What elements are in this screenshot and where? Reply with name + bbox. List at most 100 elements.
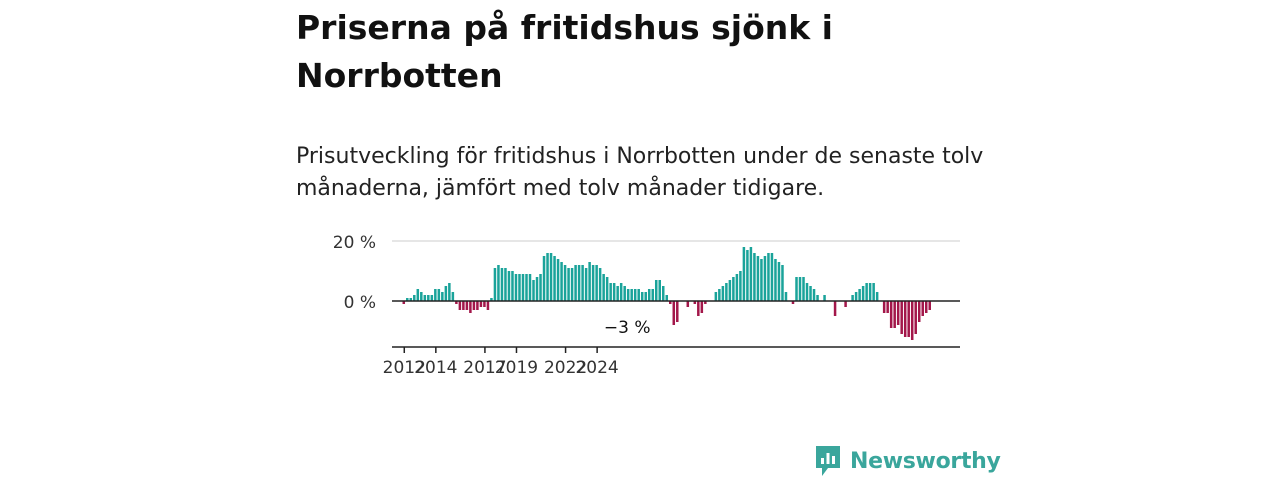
bar	[714, 292, 718, 301]
newsworthy-logo-icon	[816, 446, 840, 476]
bar	[721, 286, 725, 301]
bar	[542, 256, 546, 301]
bar	[616, 286, 619, 301]
x-tick-label: 2022	[544, 358, 587, 378]
newsworthy-logo: Newsworthy	[814, 444, 1001, 478]
bar	[665, 295, 669, 301]
bar	[865, 283, 868, 301]
bar	[809, 286, 812, 301]
bar	[903, 301, 907, 337]
bar	[760, 259, 763, 301]
bar	[753, 253, 756, 301]
bar	[795, 277, 798, 301]
bar	[637, 289, 640, 301]
bar	[662, 286, 665, 301]
bar	[728, 280, 732, 301]
bar	[896, 301, 900, 325]
bar	[486, 301, 490, 310]
bar	[742, 247, 746, 301]
bar	[556, 259, 560, 301]
bar	[823, 295, 826, 301]
bar	[500, 268, 504, 301]
chart-subtitle: Prisutveckling för fritidshus i Norrbott…	[296, 144, 984, 201]
x-tick-label: 2019	[495, 358, 538, 378]
bar	[511, 271, 514, 301]
bar	[476, 301, 479, 310]
x-tick-label: 2012	[383, 358, 426, 378]
bar	[921, 301, 924, 316]
bar	[697, 301, 700, 316]
bar	[732, 277, 735, 301]
bar	[893, 301, 896, 328]
bar	[560, 262, 563, 301]
x-tick-label: 2017	[463, 358, 506, 378]
bar	[525, 274, 528, 301]
bar	[626, 289, 630, 301]
bar	[413, 295, 416, 301]
bar	[851, 295, 854, 301]
bar	[791, 301, 795, 304]
bar	[406, 298, 409, 301]
bar	[609, 283, 612, 301]
bar	[756, 256, 760, 301]
bar	[704, 301, 707, 304]
bar	[528, 274, 532, 301]
bar	[693, 301, 697, 304]
bar	[623, 286, 626, 301]
bar	[749, 247, 753, 301]
bar	[535, 277, 539, 301]
bar	[518, 274, 521, 301]
bar	[910, 301, 914, 340]
bar	[644, 292, 647, 301]
bar	[633, 289, 637, 301]
bar	[882, 301, 886, 313]
bar	[886, 301, 889, 313]
bar	[588, 262, 591, 301]
bar	[872, 283, 875, 301]
bar	[462, 301, 465, 310]
bar	[507, 271, 511, 301]
chart-title: Priserna på fritidshus sjönk i Norrbotte…	[296, 8, 833, 95]
bar	[605, 277, 609, 301]
bar	[735, 274, 739, 301]
bar	[861, 286, 865, 301]
bar	[763, 256, 767, 301]
bar	[676, 301, 679, 322]
bar	[584, 268, 588, 301]
bar	[420, 292, 423, 301]
bar	[914, 301, 917, 334]
x-tick-label: 2024	[575, 358, 618, 378]
bar	[798, 277, 802, 301]
bar	[651, 289, 654, 301]
bar	[875, 292, 879, 301]
y-tick-label: 20 %	[333, 233, 376, 253]
bar	[868, 283, 872, 301]
bar	[458, 301, 462, 310]
bar	[448, 283, 451, 301]
bar	[567, 268, 570, 301]
bar	[640, 292, 644, 301]
bar	[669, 301, 672, 304]
bar	[739, 271, 742, 301]
bar	[577, 265, 581, 301]
bar	[907, 301, 910, 337]
bar	[546, 253, 549, 301]
bar	[917, 301, 921, 322]
bar	[774, 259, 777, 301]
bar	[602, 274, 605, 301]
bar	[497, 265, 500, 301]
bar	[483, 301, 486, 307]
bar	[595, 265, 598, 301]
bar	[444, 286, 448, 301]
bar	[434, 289, 437, 301]
bar	[854, 292, 858, 301]
bar	[570, 268, 574, 301]
bar	[437, 289, 441, 301]
newsworthy-logo-text: Newsworthy	[850, 448, 1001, 474]
bar	[493, 268, 497, 301]
bar	[504, 268, 507, 301]
bar	[812, 289, 816, 301]
bar	[416, 289, 420, 301]
bar	[598, 268, 602, 301]
bar	[746, 250, 749, 301]
